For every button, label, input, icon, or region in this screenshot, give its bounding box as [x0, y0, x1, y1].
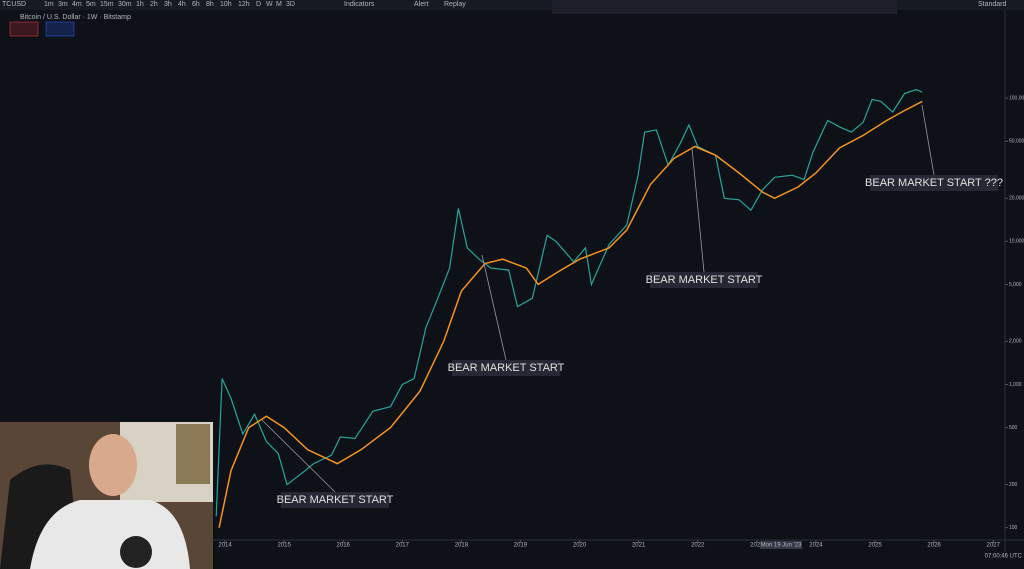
y-tick-label: 100: [1009, 525, 1018, 531]
interval-button[interactable]: 3h: [164, 1, 172, 8]
x-tick-label: 2020: [573, 543, 587, 549]
interval-button[interactable]: D: [256, 1, 261, 8]
sell-button[interactable]: [9, 21, 39, 37]
y-tick-label: 100,000: [1009, 96, 1024, 102]
interval-button[interactable]: 5m: [86, 1, 96, 8]
interval-button[interactable]: 10h: [220, 1, 232, 8]
annotation: BEAR MARKET START: [277, 494, 394, 506]
webcam-picture: [176, 424, 210, 484]
y-tick-label: 1,000: [1009, 382, 1022, 388]
interval-button[interactable]: M: [276, 1, 282, 8]
crosshair-label: Mon 19 Jun '23: [761, 543, 803, 549]
x-tick-label: 2018: [455, 543, 469, 549]
x-tick-label: 2014: [218, 543, 232, 549]
annotation: BEAR MARKET START ???: [865, 177, 1003, 189]
annotation-bg: [281, 492, 389, 508]
interval-button[interactable]: 3m: [58, 1, 68, 8]
webcam-microphone: [120, 536, 152, 568]
interval-button[interactable]: 12h: [238, 1, 250, 8]
chart-title: Bitcoin / U.S. Dollar · 1W · Bitstamp: [20, 14, 131, 21]
annotation-arrow: [691, 147, 705, 273]
annotation-arrow: [921, 104, 935, 176]
annotation: BEAR MARKET START: [448, 362, 565, 374]
x-tick-label: 2017: [396, 543, 410, 549]
interval-button[interactable]: 15m: [100, 1, 114, 8]
y-tick-label: 200: [1009, 482, 1018, 488]
y-tick-label: 5,000: [1009, 282, 1022, 288]
x-tick-label: 2023: [750, 543, 764, 549]
drawing-toolbar: [552, 0, 897, 14]
buy-button[interactable]: [45, 21, 75, 37]
y-tick-label: 20,000: [1009, 196, 1024, 202]
interval-button[interactable]: 8h: [206, 1, 214, 8]
annotation-arrow: [261, 419, 336, 493]
indicators-button[interactable]: Indicators: [344, 1, 375, 8]
x-tick-label: 2026: [927, 543, 941, 549]
interval-button[interactable]: 6h: [192, 1, 200, 8]
x-tick-label: 2019: [514, 543, 528, 549]
replay-button[interactable]: Replay: [444, 1, 466, 8]
x-tick-label: 2015: [277, 543, 291, 549]
annotation-arrow: [481, 254, 507, 361]
clock: 07:00:46 UTC: [985, 554, 1023, 560]
price-line: [215, 88, 923, 517]
interval-button[interactable]: 2h: [150, 1, 158, 8]
x-tick-label: 2025: [868, 543, 882, 549]
annotation-bg: [452, 360, 560, 376]
interval-button[interactable]: 1h: [136, 1, 144, 8]
interval-button[interactable]: 3D: [286, 1, 295, 8]
y-tick-label: 10,000: [1009, 239, 1024, 245]
moving-average: [218, 100, 923, 528]
interval-button[interactable]: 30m: [118, 1, 132, 8]
symbol[interactable]: TCUSD: [2, 1, 26, 8]
toolbar: [0, 0, 1024, 10]
interval-button[interactable]: 4m: [72, 1, 82, 8]
webcam: [0, 422, 213, 569]
x-tick-label: 2027: [987, 543, 1001, 549]
y-tick-label: 2,000: [1009, 339, 1022, 345]
crosshair-label-bg: [760, 541, 802, 549]
annotation-bg: [650, 272, 758, 288]
x-tick-label: 2021: [632, 543, 646, 549]
y-tick-label: 50,000: [1009, 139, 1024, 145]
y-tick-label: 500: [1009, 425, 1018, 431]
x-tick-label: 2016: [337, 543, 351, 549]
x-tick-label: 2024: [809, 543, 823, 549]
alert-button[interactable]: Alert: [414, 1, 428, 8]
layout-name[interactable]: Standard: [978, 1, 1007, 8]
interval-button[interactable]: 1m: [44, 1, 54, 8]
annotation: BEAR MARKET START: [646, 274, 763, 286]
x-tick-label: 2022: [691, 543, 705, 549]
annotation-bg: [870, 175, 998, 191]
interval-button[interactable]: 4h: [178, 1, 186, 8]
interval-button[interactable]: W: [266, 1, 273, 8]
webcam-head: [89, 434, 137, 496]
